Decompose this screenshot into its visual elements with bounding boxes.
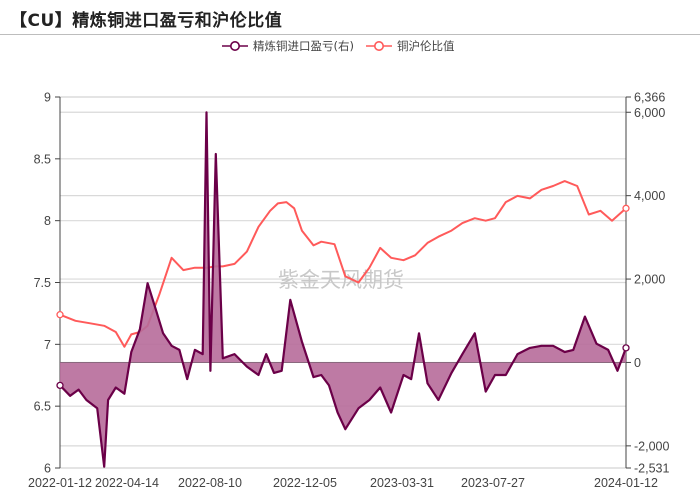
watermark: 紫金天风期货 [278, 268, 404, 292]
x-axis-tick-label: 2024-01-12 [594, 476, 658, 490]
right-axis-tick-label: -2,000 [634, 439, 669, 453]
right-axis-tick-label: -2,531 [634, 462, 669, 476]
right-axis-tick-label: 0 [634, 356, 641, 370]
x-axis-tick-label: 2022-01-12 [28, 476, 92, 490]
x-axis-tick-label: 2023-03-31 [370, 476, 434, 490]
chart-title: 【CU】精炼铜进口盈亏和沪伦比值 [10, 11, 283, 31]
legend-item-shfe-lme-ratio[interactable]: 铜沪伦比值 [365, 38, 455, 54]
left-axis-tick-label: 6 [44, 462, 51, 476]
left-axis-tick-label: 9 [44, 91, 51, 105]
title-divider [0, 34, 700, 35]
legend: 精炼铜进口盈亏(右) 铜沪伦比值 [222, 38, 466, 54]
data-point-marker [622, 204, 630, 212]
data-point-marker [56, 381, 64, 390]
left-axis-tick-label: 8.5 [34, 152, 51, 166]
left-axis-tick-label: 8 [44, 214, 51, 228]
right-axis-tick-label: 2,000 [634, 273, 665, 287]
x-axis-tick-label: 2022-12-05 [273, 476, 337, 490]
legend-label: 铜沪伦比值 [396, 39, 455, 53]
data-point-marker [622, 344, 630, 352]
x-axis-tick-label: 2022-04-14 [95, 476, 159, 490]
legend-label: 精炼铜进口盈亏(右) [253, 39, 354, 53]
data-point-marker [56, 311, 64, 319]
left-axis-tick-label: 7 [44, 338, 51, 352]
left-axis-tick-label: 7.5 [34, 276, 51, 290]
right-axis-tick-label: 4,000 [634, 189, 665, 203]
left-axis-tick-label: 6.5 [34, 400, 51, 414]
right-axis-tick-label: 6,000 [634, 106, 665, 120]
import-profit-line [59, 111, 628, 468]
x-axis-tick-label: 2023-07-27 [461, 476, 525, 490]
right-axis-tick-label: 6,366 [634, 91, 665, 105]
series-layer [56, 111, 630, 468]
import-profit-area [60, 112, 626, 467]
legend-line-marker-icon [222, 41, 248, 51]
x-axis-tick-label: 2022-08-10 [178, 476, 242, 490]
legend-line-marker-icon [365, 41, 392, 51]
legend-item-import-profit[interactable]: 精炼铜进口盈亏(右) [222, 38, 354, 54]
